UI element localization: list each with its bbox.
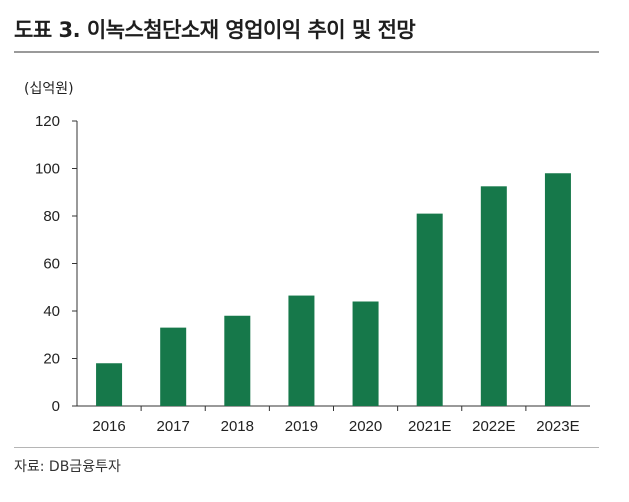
y-tick-labels: 0 20 40 60 80 100 120 bbox=[35, 113, 60, 415]
x-tick-label: 2019 bbox=[285, 418, 318, 435]
bar-2018 bbox=[224, 315, 251, 406]
y-tick-label: 40 bbox=[43, 303, 60, 320]
bar-2016 bbox=[96, 363, 123, 406]
y-tick-label: 0 bbox=[52, 398, 60, 415]
y-tick-label: 120 bbox=[35, 113, 60, 130]
bar-2019 bbox=[288, 295, 315, 406]
bar-2023E bbox=[544, 173, 571, 406]
source-note: 자료: DB금융투자 bbox=[14, 459, 121, 475]
y-tick-label: 20 bbox=[43, 351, 60, 368]
x-tick-label: 2023E bbox=[536, 418, 579, 435]
source-divider bbox=[14, 447, 599, 448]
bar-2020 bbox=[352, 301, 379, 406]
x-tick-labels: 2016 2017 2018 2019 2020 2021E 2022E 2023E bbox=[92, 418, 579, 435]
chart-axes bbox=[72, 120, 590, 411]
x-tick-label: 2018 bbox=[221, 418, 254, 435]
y-unit-label: (십억원) bbox=[24, 81, 74, 97]
page-title: 도표 3. 이녹스첨단소재 영업이익 추이 및 전망 bbox=[14, 18, 416, 42]
x-tick-label: 2016 bbox=[92, 418, 125, 435]
bar-2022E bbox=[480, 186, 507, 406]
y-tick-label: 60 bbox=[43, 256, 60, 273]
x-tick-label: 2021E bbox=[408, 418, 451, 435]
y-tick-label: 100 bbox=[35, 161, 60, 178]
bar-chart: (십억원) 2016 2017 2018 2019 2020 2021E 2022E 2023… bbox=[24, 81, 590, 435]
chart-bars bbox=[96, 173, 571, 406]
y-tick-label: 80 bbox=[43, 208, 60, 225]
x-tick-label: 2022E bbox=[472, 418, 515, 435]
bar-2021E bbox=[416, 213, 443, 406]
bar-2017 bbox=[160, 327, 187, 406]
title-divider bbox=[14, 51, 599, 53]
x-tick-label: 2020 bbox=[349, 418, 382, 435]
x-tick-label: 2017 bbox=[157, 418, 190, 435]
